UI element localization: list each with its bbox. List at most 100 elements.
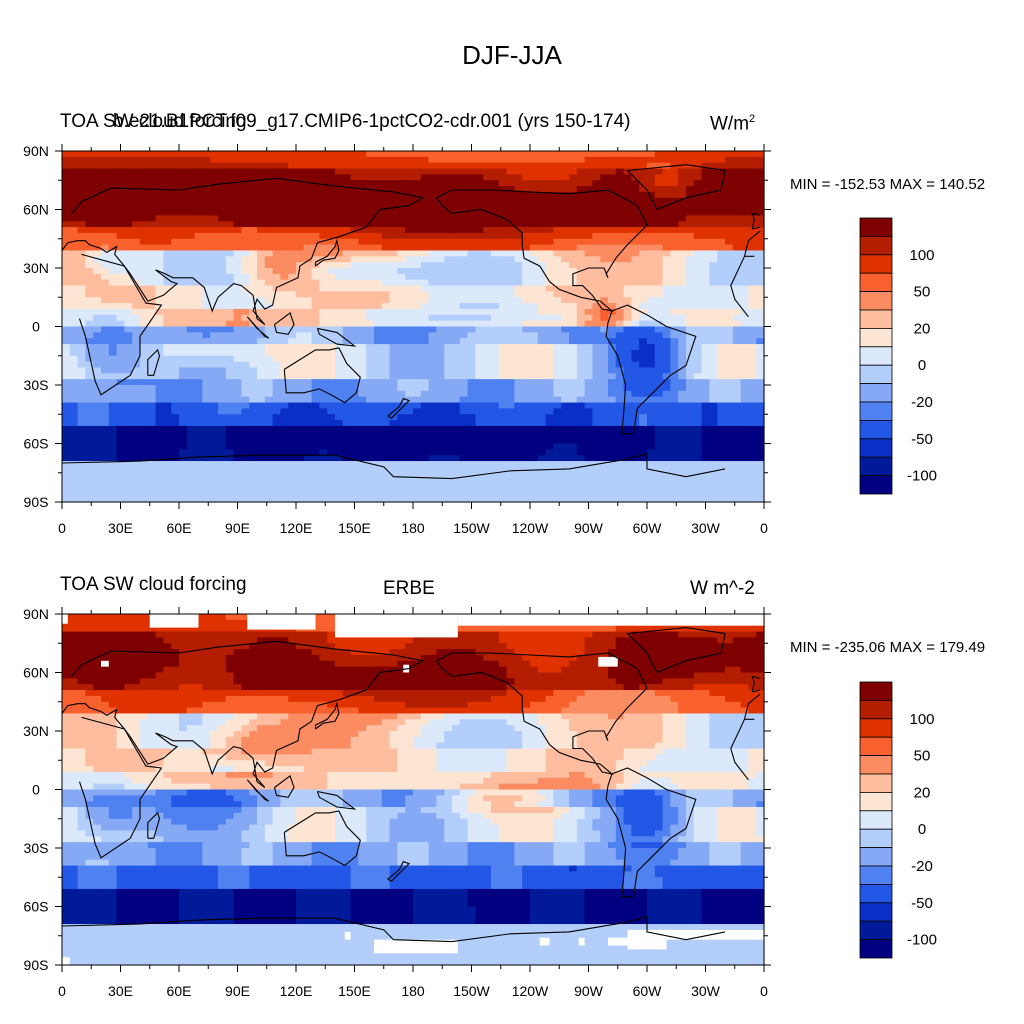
field-cell	[732, 151, 742, 158]
field-cell	[623, 443, 632, 450]
field-cell	[740, 168, 749, 175]
field-cell	[537, 320, 547, 328]
field-cell	[366, 420, 375, 427]
field-cell	[405, 180, 414, 187]
field-cell	[179, 162, 188, 170]
field-cell	[693, 367, 703, 374]
field-cell	[756, 314, 765, 322]
field-cell	[303, 215, 313, 222]
field-cell	[405, 349, 414, 357]
field-cell	[140, 472, 149, 480]
field-cell	[374, 425, 383, 433]
field-cell	[210, 338, 219, 345]
field-cell	[475, 320, 484, 328]
field-cell	[194, 191, 203, 199]
field-cell	[116, 472, 125, 480]
field-cell	[537, 250, 547, 257]
field-cell	[748, 197, 757, 205]
field-cell	[569, 221, 578, 228]
field-cell	[537, 244, 547, 252]
field-cell	[545, 232, 554, 240]
field-cell	[748, 443, 757, 450]
field-cell	[623, 420, 632, 427]
field-cell	[483, 262, 492, 269]
field-cell	[202, 449, 211, 456]
field-cell	[506, 420, 515, 427]
field-cell	[350, 449, 359, 456]
field-cell	[186, 420, 196, 427]
field-cell	[584, 191, 593, 199]
field-cell	[397, 238, 406, 246]
field-cell	[631, 314, 640, 322]
field-cell	[101, 396, 110, 404]
field-cell	[639, 326, 648, 333]
field-cell	[69, 221, 79, 228]
field-cell	[327, 420, 336, 427]
field-cell	[530, 385, 539, 392]
field-cell	[506, 425, 515, 433]
field-cell	[475, 461, 484, 468]
field-cell	[397, 437, 406, 445]
field-cell	[405, 227, 414, 234]
field-cell	[615, 162, 625, 170]
field-cell	[514, 303, 523, 310]
field-cell	[467, 168, 476, 175]
field-cell	[62, 256, 71, 263]
field-cell	[179, 320, 188, 328]
field-cell	[210, 203, 219, 211]
field-cell	[116, 437, 125, 445]
field-cell	[452, 449, 461, 456]
field-cell	[740, 326, 749, 333]
field-cell	[272, 168, 281, 175]
field-cell	[124, 466, 133, 474]
field-cell	[202, 437, 211, 445]
field-cell	[194, 349, 203, 357]
field-cell	[389, 420, 398, 427]
field-cell	[62, 349, 71, 357]
field-cell	[444, 156, 453, 164]
field-cell	[576, 186, 586, 193]
field-cell	[420, 385, 430, 392]
field-cell	[335, 402, 344, 409]
field-cell	[257, 408, 266, 415]
field-cell	[233, 174, 242, 181]
field-cell	[725, 273, 734, 281]
field-cell	[225, 367, 235, 374]
field-cell	[374, 221, 383, 228]
field-cell	[584, 332, 593, 339]
field-cell	[693, 168, 703, 175]
field-cell	[85, 186, 94, 193]
field-cell	[342, 425, 352, 433]
field-cell	[452, 385, 461, 392]
field-cell	[530, 414, 539, 421]
field-cell	[647, 262, 656, 269]
field-cell	[709, 285, 718, 292]
field-cell	[623, 431, 632, 439]
field-cell	[108, 443, 118, 450]
field-cell	[709, 232, 718, 240]
field-cell	[327, 168, 336, 175]
field-cell	[327, 268, 336, 275]
field-cell	[436, 461, 445, 468]
field-cell	[600, 437, 609, 445]
field-cell	[218, 262, 227, 269]
field-cell	[147, 408, 157, 415]
field-cell	[717, 344, 726, 351]
field-cell	[514, 262, 523, 269]
field-cell	[693, 344, 703, 351]
field-cell	[366, 396, 375, 404]
field-cell	[163, 425, 172, 433]
field-cell	[241, 338, 250, 345]
field-cell	[545, 390, 554, 398]
field-cell	[280, 180, 289, 187]
field-cell	[483, 373, 492, 380]
field-cell	[522, 221, 531, 228]
field-cell	[350, 268, 359, 275]
field-cell	[701, 385, 710, 392]
field-cell	[202, 314, 211, 322]
field-cell	[491, 443, 500, 450]
field-cell	[69, 367, 79, 374]
field-cell	[756, 221, 765, 228]
field-cell	[132, 437, 141, 445]
field-cell	[342, 390, 352, 398]
